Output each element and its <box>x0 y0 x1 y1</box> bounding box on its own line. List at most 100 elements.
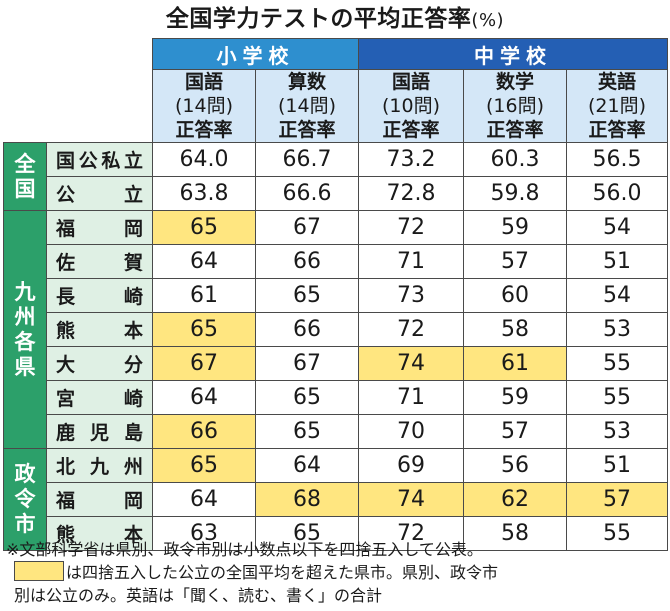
value-cell: 57 <box>463 244 567 279</box>
table-corner <box>3 38 153 143</box>
value-cell: 60.3 <box>463 142 567 177</box>
value-cell: 51 <box>566 448 668 483</box>
value-cell: 56.0 <box>566 176 668 211</box>
value-cell: 51 <box>566 244 668 279</box>
value-cell: 65 <box>255 380 359 415</box>
value-cell: 65 <box>255 278 359 313</box>
subject-name: 国語 <box>184 71 223 93</box>
value-cell: 64 <box>255 448 359 483</box>
chart-title: 全国学力テストの平均正答率(%) <box>0 2 670 36</box>
value-cell: 66 <box>255 244 359 279</box>
value-cell: 59 <box>463 210 567 245</box>
table-body: 全国国公私立 64.0 66.7 73.2 60.3 56.5 公立 63.8 66.6 72.8… <box>3 142 668 551</box>
group-label-char: 国 <box>14 176 36 201</box>
subject-header: 英語 (21問) 正答率 <box>566 69 668 143</box>
elementary-header: 小学校 <box>152 38 359 70</box>
table-row: 鹿児島 66 65 70 57 53 <box>4 414 668 449</box>
value-cell: 55 <box>566 516 668 551</box>
group-label-char: 各 <box>14 329 36 354</box>
row-label: 福岡 <box>46 210 153 245</box>
value-cell: 71 <box>358 244 464 279</box>
value-cell: 67 <box>255 346 359 381</box>
value-cell: 63 <box>152 516 256 551</box>
value-cell: 57 <box>463 414 567 449</box>
group-label-char: 政 <box>14 462 36 486</box>
value-cell: 66.7 <box>255 142 359 177</box>
value-cell: 57 <box>566 482 668 517</box>
group-label: 全国 <box>3 142 47 211</box>
metric-label: 正答率 <box>382 119 440 141</box>
row-label: 鹿児島 <box>46 414 153 449</box>
value-cell: 55 <box>566 346 668 381</box>
row-label: 福岡 <box>46 482 153 517</box>
value-cell: 65 <box>152 210 256 245</box>
row-label: 大分 <box>46 346 153 381</box>
row-label: 公立 <box>46 176 153 211</box>
table-row: 福岡 64 68 74 62 57 <box>4 482 668 517</box>
value-cell: 62 <box>463 482 567 517</box>
table-row: 全国国公私立 64.0 66.7 73.2 60.3 56.5 <box>3 142 668 211</box>
row-label: 熊本 <box>46 516 153 551</box>
question-count: (16問) <box>485 95 544 117</box>
group-label-char: 県 <box>14 354 36 379</box>
table-row: 佐賀 64 66 71 57 51 <box>4 244 668 279</box>
group-label-char: 九 <box>14 279 36 304</box>
table-row: 政令市北九州 65 64 69 56 51 <box>3 448 668 551</box>
metric-label: 正答率 <box>175 119 233 141</box>
highlight-legend-swatch <box>14 561 64 581</box>
value-cell: 72 <box>358 312 464 347</box>
table-row: 長崎 61 65 73 60 54 <box>4 278 668 313</box>
subject-header: 国語 (10問) 正答率 <box>358 69 464 143</box>
table-row: 熊本 65 66 72 58 53 <box>4 312 668 347</box>
subject-header: 算数 (14問) 正答率 <box>255 69 359 143</box>
value-cell: 64 <box>152 380 256 415</box>
group-label-char: 令 <box>14 487 36 511</box>
chart-title-text: 全国学力テストの平均正答率 <box>165 6 472 32</box>
value-cell: 53 <box>566 414 668 449</box>
value-cell: 54 <box>566 210 668 245</box>
value-cell: 66 <box>152 414 256 449</box>
group-label-char: 市 <box>14 512 36 536</box>
value-cell: 67 <box>255 210 359 245</box>
subject-name: 英語 <box>597 71 636 93</box>
table-row: 大分 67 67 74 61 55 <box>4 346 668 381</box>
value-cell: 53 <box>566 312 668 347</box>
group-label-char: 州 <box>14 304 36 329</box>
subject-name: 算数 <box>287 71 326 93</box>
middle-header: 中学校 <box>358 38 668 70</box>
value-cell: 74 <box>358 346 464 381</box>
value-cell: 65 <box>152 448 256 483</box>
table-row: 公立 63.8 66.6 72.8 59.8 56.0 <box>4 176 668 211</box>
row-label: 国公私立 <box>46 142 153 177</box>
value-cell: 66.6 <box>255 176 359 211</box>
value-cell: 59.8 <box>463 176 567 211</box>
value-cell: 60 <box>463 278 567 313</box>
question-count: (14問) <box>277 95 336 117</box>
footnote-2-text: は四捨五入した公立の全国平均を超えた県市。県別、政令市 <box>66 563 499 582</box>
value-cell: 59 <box>463 380 567 415</box>
subject-name: 国語 <box>391 71 430 93</box>
value-cell: 72.8 <box>358 176 464 211</box>
metric-label: 正答率 <box>588 119 646 141</box>
footnote-2: は四捨五入した公立の全国平均を超えた県市。県別、政令市 <box>6 561 666 584</box>
value-cell: 74 <box>358 482 464 517</box>
subject-header-row: 国語 (14問) 正答率 算数 (14問) 正答率 国語 (10問) 正答率 数学 (16問) 正答率… <box>4 69 668 143</box>
value-cell: 65 <box>255 414 359 449</box>
value-cell: 56.5 <box>566 142 668 177</box>
value-cell: 71 <box>358 380 464 415</box>
row-label: 北九州 <box>46 448 153 483</box>
chart-title-unit: (%) <box>471 10 505 31</box>
row-label: 宮崎 <box>46 380 153 415</box>
value-cell: 70 <box>358 414 464 449</box>
value-cell: 61 <box>152 278 256 313</box>
score-table: 小学校 中学校 国語 (14問) 正答率 算数 (14問) 正答率 国語 (10問) 正答率 数学… <box>3 38 668 551</box>
subject-header: 数学 (16問) 正答率 <box>463 69 567 143</box>
value-cell: 65 <box>152 312 256 347</box>
value-cell: 72 <box>358 210 464 245</box>
metric-label: 正答率 <box>486 119 544 141</box>
value-cell: 65 <box>255 516 359 551</box>
value-cell: 54 <box>566 278 668 313</box>
question-count: (10問) <box>381 95 440 117</box>
value-cell: 58 <box>463 312 567 347</box>
row-label: 長崎 <box>46 278 153 313</box>
